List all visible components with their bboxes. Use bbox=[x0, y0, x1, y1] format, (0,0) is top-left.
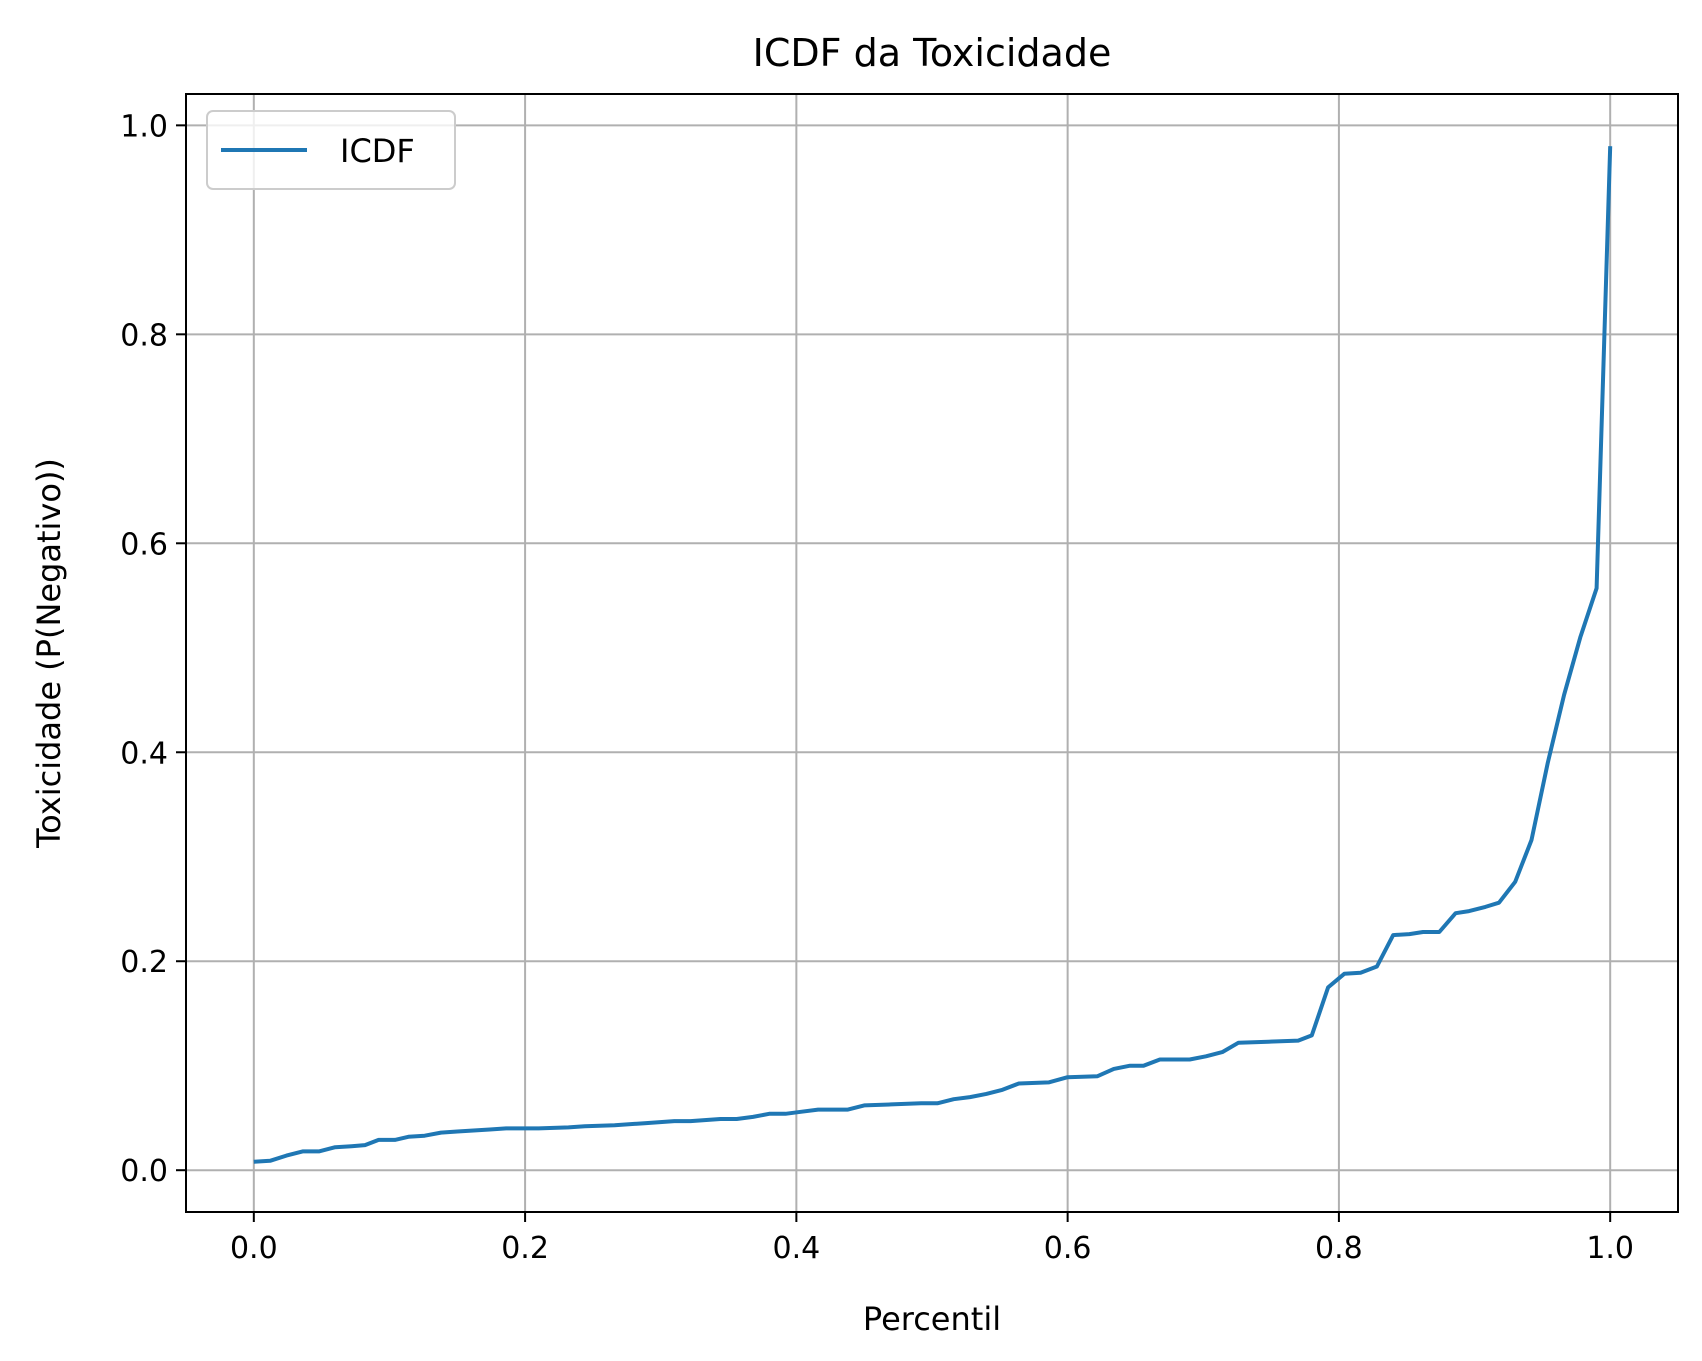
x-tick-label: 0.4 bbox=[773, 1231, 821, 1266]
x-tick-label: 0.2 bbox=[501, 1231, 549, 1266]
y-tick-label: 0.4 bbox=[120, 736, 168, 771]
series-layer bbox=[253, 146, 1613, 1164]
y-tick-label: 0.0 bbox=[120, 1154, 168, 1189]
x-axis-label: Percentil bbox=[863, 1300, 1001, 1338]
chart-title: ICDF da Toxicidade bbox=[753, 31, 1112, 75]
legend-box bbox=[206, 110, 456, 190]
legend-label-icdf: ICDF bbox=[340, 132, 415, 170]
x-tick-label: 0.0 bbox=[230, 1231, 278, 1266]
x-tick-label: 0.8 bbox=[1315, 1231, 1363, 1266]
y-tick-label: 1.0 bbox=[120, 109, 168, 144]
y-axis-label: Toxicidade (P(Negativo)) bbox=[30, 458, 68, 849]
x-tick-label: 0.6 bbox=[1044, 1231, 1092, 1266]
plot-frame bbox=[185, 93, 1679, 1213]
y-tick-label: 0.8 bbox=[120, 318, 168, 353]
grid bbox=[186, 94, 1678, 1212]
ticks: 0.0 0.2 0.4 0.6 0.8 1.0 0.0 0.2 0.4 0.6 0.8 1.0 bbox=[120, 109, 1634, 1266]
legend: ICDF bbox=[206, 110, 456, 190]
plot-area-background bbox=[186, 94, 1678, 1212]
y-tick-label: 0.6 bbox=[120, 527, 168, 562]
series-line-icdf bbox=[253, 146, 1613, 1164]
x-tick-label: 1.0 bbox=[1586, 1231, 1634, 1266]
y-tick-label: 0.2 bbox=[120, 945, 168, 980]
